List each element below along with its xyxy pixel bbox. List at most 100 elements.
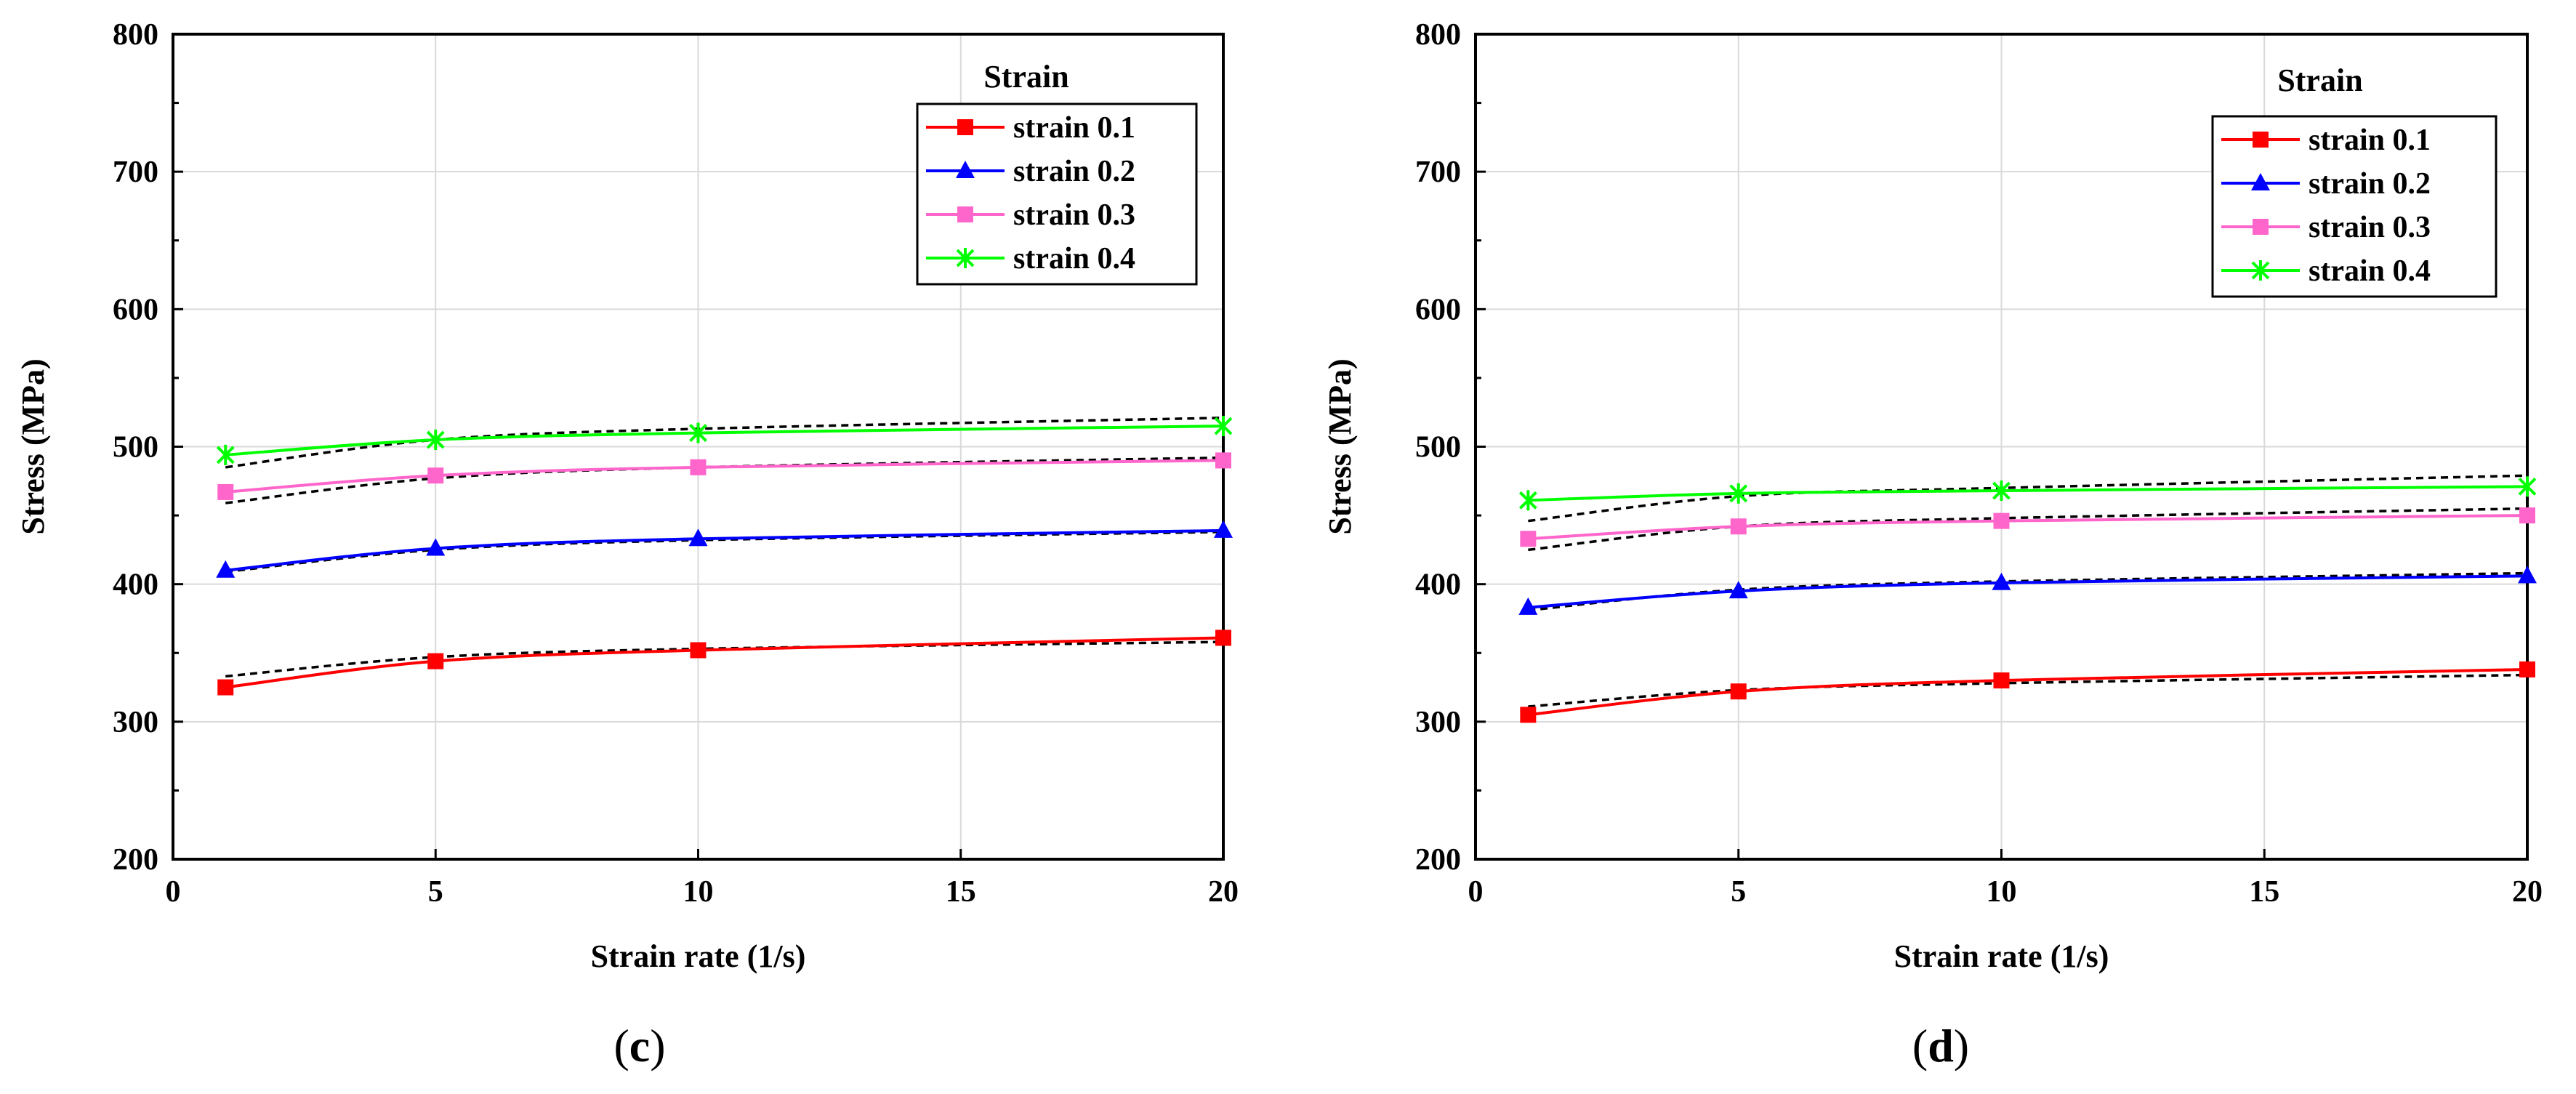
data-point <box>2518 566 2537 584</box>
y-tick-label: 400 <box>1415 568 1461 602</box>
panel-c-y-axis-title: Stress (MPa) <box>15 358 51 534</box>
y-tick-label: 600 <box>113 293 158 326</box>
x-tick-label: 10 <box>1987 875 2017 909</box>
legend-label: strain 0.3 <box>2309 211 2431 244</box>
series-line <box>1528 574 2528 609</box>
x-tick-label: 15 <box>2249 875 2279 909</box>
data-point <box>2519 507 2535 524</box>
data-point <box>1993 672 2010 689</box>
panel-c-series-2 <box>216 520 1233 578</box>
y-tick-label: 300 <box>1415 706 1461 739</box>
data-point <box>1214 520 1233 538</box>
data-point <box>690 459 707 475</box>
data-point <box>688 528 708 547</box>
panel-d-ticks <box>1474 33 2529 861</box>
data-point <box>1728 581 1748 599</box>
data-point <box>426 538 446 556</box>
panel-c-legend-title: Strain <box>983 59 1068 94</box>
data-point <box>1214 416 1233 437</box>
data-point <box>427 467 444 484</box>
data-point <box>1518 597 1538 615</box>
legend-marker <box>957 119 973 135</box>
data-point <box>216 444 235 465</box>
y-tick-label: 800 <box>113 18 158 52</box>
panel-d-label: (d) <box>1912 1020 1969 1071</box>
x-tick-label: 5 <box>428 875 443 909</box>
legend-label: strain 0.1 <box>1013 111 1135 145</box>
legend-label: strain 0.2 <box>2309 167 2431 201</box>
x-tick-label: 20 <box>1208 875 1239 909</box>
series-line <box>1528 485 2528 502</box>
legend-label: strain 0.1 <box>2309 124 2431 157</box>
data-point <box>2518 476 2537 497</box>
y-tick-label: 200 <box>1415 843 1461 877</box>
panel-c-ticks <box>172 33 1225 861</box>
y-tick-label: 500 <box>1415 431 1461 464</box>
panel-c-series-3 <box>217 452 1231 504</box>
x-tick-label: 20 <box>2512 875 2543 909</box>
panel-d-y-axis-title: Stress (MPa) <box>1322 358 1358 534</box>
panel-d-x-axis-title: Strain rate (1/s) <box>1894 938 2109 974</box>
legend-entry: strain 0.1 <box>2221 124 2431 157</box>
panel-c-label: (c) <box>613 1020 665 1071</box>
x-tick-label: 10 <box>683 875 714 909</box>
panel-d-series-1 <box>1520 661 2535 723</box>
fit-curve-dashed <box>1528 474 2528 523</box>
x-tick-label: 15 <box>946 875 976 909</box>
legend-label: strain 0.4 <box>1013 242 1135 275</box>
legend-label: strain 0.3 <box>1013 198 1135 232</box>
legend-marker <box>2251 173 2270 190</box>
legend-entry: strain 0.2 <box>926 155 1135 188</box>
data-point <box>216 560 236 578</box>
legend-label: strain 0.2 <box>1013 155 1135 188</box>
data-point <box>1520 531 1537 547</box>
fit-curve-dashed <box>1528 507 2528 552</box>
series-line <box>225 636 1224 689</box>
y-tick-label: 600 <box>1415 293 1461 326</box>
fit-curve-dashed <box>225 640 1224 678</box>
panel-c: 200 300 400 500 600 700 800 0 5 10 15 20 Strain rate… <box>15 18 1239 1071</box>
data-point <box>426 430 445 451</box>
x-tick-label: 0 <box>1468 875 1484 909</box>
legend-marker <box>956 161 975 178</box>
legend-marker <box>2253 219 2269 235</box>
series-line <box>1528 667 2528 717</box>
data-point <box>1993 512 2010 529</box>
data-point <box>2519 661 2535 677</box>
data-point <box>1215 630 1231 646</box>
data-point <box>1729 483 1748 504</box>
data-point <box>1730 518 1747 535</box>
fit-curve-dashed <box>225 417 1224 469</box>
y-tick-label: 700 <box>113 156 158 189</box>
legend-entry: strain 0.4 <box>2221 254 2431 288</box>
data-point <box>1520 707 1537 723</box>
legend-entry: strain 0.3 <box>926 198 1135 232</box>
legend-marker <box>2253 132 2269 148</box>
data-point <box>689 422 707 443</box>
data-point <box>1730 683 1747 700</box>
legend-marker <box>2251 260 2270 281</box>
panel-d-series-3 <box>1520 507 2535 552</box>
legend-entry: strain 0.4 <box>926 242 1135 275</box>
y-tick-label: 500 <box>113 431 158 464</box>
data-point <box>217 679 234 696</box>
panel-d-series-4 <box>1518 474 2537 523</box>
panel-d-legend-title: Strain <box>2277 63 2362 98</box>
legend-label: strain 0.4 <box>2309 254 2431 288</box>
fit-curve-dashed <box>1528 673 2528 708</box>
series-line <box>225 528 1224 572</box>
series-line <box>1528 514 2528 541</box>
legend-marker <box>957 206 973 222</box>
y-tick-label: 700 <box>1415 156 1461 189</box>
legend-entry: strain 0.1 <box>926 111 1135 145</box>
panel-d-series-2 <box>1518 566 2537 615</box>
panel-d: 200 300 400 500 600 700 800 0 5 10 15 20 Strain rate… <box>1322 18 2543 1071</box>
legend-entry: strain 0.3 <box>2221 211 2431 244</box>
data-point <box>1992 572 2011 590</box>
y-tick-label: 400 <box>113 568 158 602</box>
panel-c-x-axis-title: Strain rate (1/s) <box>591 938 806 974</box>
series-line <box>225 459 1224 494</box>
data-point <box>690 642 707 659</box>
